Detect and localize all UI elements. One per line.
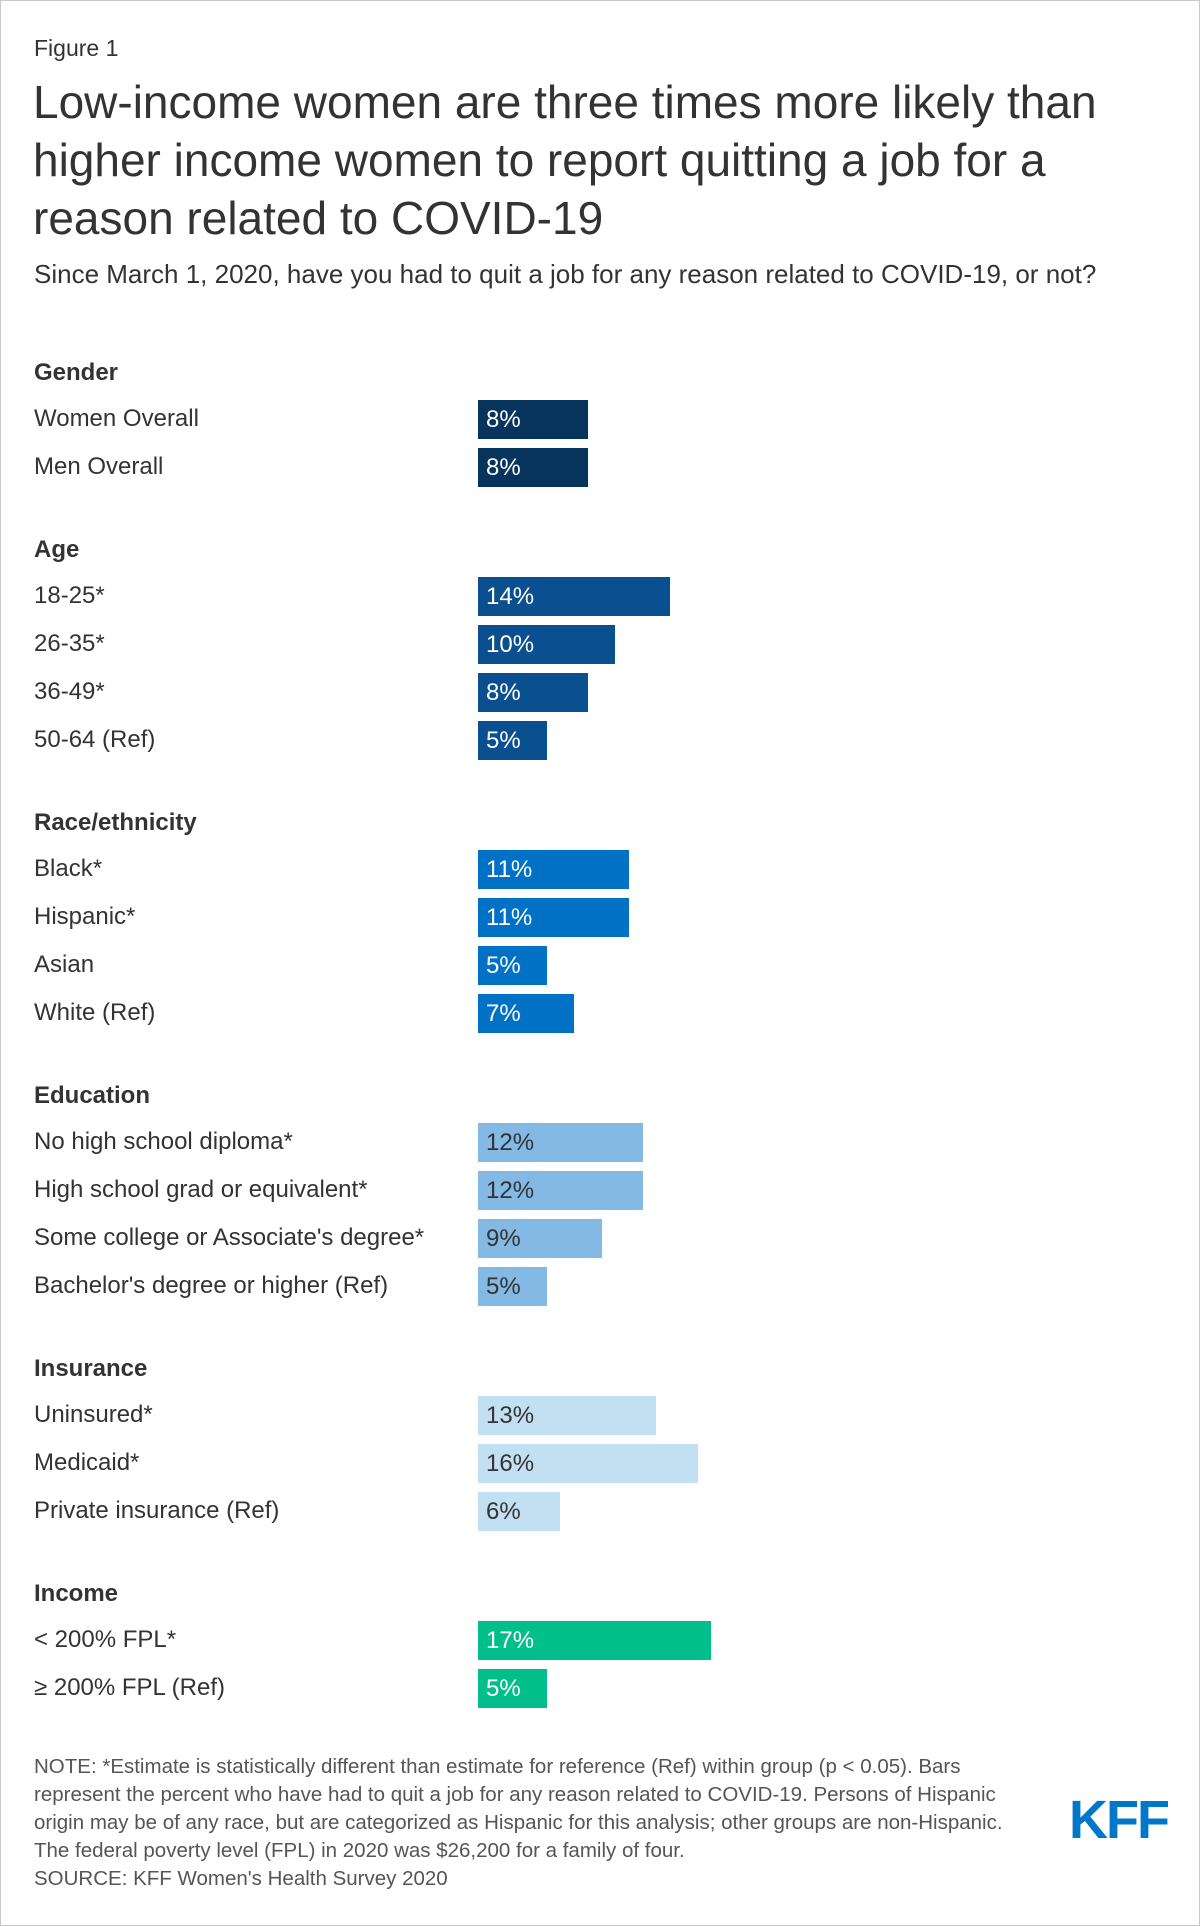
value-label: 5% <box>486 1272 521 1300</box>
bar <box>478 993 575 1033</box>
bar <box>478 849 630 889</box>
logo: KFF <box>1069 1790 1170 1850</box>
value-label: 11% <box>486 855 533 883</box>
value-label: 12% <box>486 1176 535 1204</box>
value-label: 5% <box>486 726 521 754</box>
category-label: Private insurance (Ref) <box>34 1497 280 1524</box>
bar <box>478 1170 643 1210</box>
note: NOTE: *Estimate is statistically differe… <box>34 1755 1003 1862</box>
value-label: 5% <box>486 1674 521 1702</box>
bar <box>478 1620 712 1660</box>
category-label: Men Overall <box>34 453 164 480</box>
group-header: Income <box>34 1580 119 1607</box>
bar <box>478 1122 643 1162</box>
group-header: Race/ethnicity <box>34 809 197 836</box>
value-label: 16% <box>486 1449 535 1477</box>
bar <box>478 945 547 985</box>
value-label: 5% <box>486 951 521 979</box>
category-label: White (Ref) <box>34 999 156 1026</box>
category-label: Hispanic* <box>34 903 136 930</box>
value-label: 7% <box>486 999 521 1027</box>
value-label: 8% <box>486 678 521 706</box>
bar <box>478 1266 547 1306</box>
bar <box>478 720 547 760</box>
category-label: ≥ 200% FPL (Ref) <box>34 1674 226 1701</box>
group-header: Age <box>34 536 80 563</box>
bar <box>478 897 630 937</box>
group-header: Insurance <box>34 1355 148 1382</box>
category-label: No high school diploma* <box>34 1128 293 1155</box>
value-label: 14% <box>486 582 535 610</box>
source: SOURCE: KFF Women's Health Survey 2020 <box>34 1867 448 1890</box>
figure-label: Figure 1 <box>34 35 119 61</box>
category-label: Medicaid* <box>34 1449 140 1476</box>
value-label: 10% <box>486 630 535 658</box>
bar <box>478 1491 561 1531</box>
value-label: 8% <box>486 405 521 433</box>
category-label: 36-49* <box>34 678 105 705</box>
value-label: 9% <box>486 1224 521 1252</box>
category-label: Asian <box>34 951 95 978</box>
category-label: High school grad or equivalent* <box>34 1176 368 1203</box>
category-label: 18-25* <box>34 582 105 609</box>
value-label: 12% <box>486 1128 535 1156</box>
bar <box>478 447 588 487</box>
bar <box>478 1668 547 1708</box>
category-label: 26-35* <box>34 630 105 657</box>
value-label: 13% <box>486 1401 535 1429</box>
bar <box>478 672 588 712</box>
category-label: < 200% FPL* <box>34 1626 177 1653</box>
bar <box>478 624 616 664</box>
value-label: 11% <box>486 903 533 931</box>
chart-subtitle: Since March 1, 2020, have you had to qui… <box>34 259 1097 289</box>
category-label: Uninsured* <box>34 1401 153 1428</box>
bar <box>478 1443 698 1483</box>
category-label: Some college or Associate's degree* <box>34 1224 425 1251</box>
value-label: 6% <box>486 1497 521 1525</box>
category-label: Black* <box>34 855 103 882</box>
bar <box>478 1218 602 1258</box>
category-label: Women Overall <box>34 405 199 432</box>
category-label: 50-64 (Ref) <box>34 726 156 753</box>
bar <box>478 1395 657 1435</box>
chart-title: Low-income women are three times more li… <box>33 76 1097 244</box>
bar <box>478 399 588 439</box>
category-label: Bachelor's degree or higher (Ref) <box>34 1272 389 1299</box>
bar <box>478 576 671 616</box>
value-label: 17% <box>486 1626 535 1654</box>
group-header: Gender <box>34 359 119 386</box>
value-label: 8% <box>486 453 521 481</box>
group-header: Education <box>34 1082 151 1109</box>
